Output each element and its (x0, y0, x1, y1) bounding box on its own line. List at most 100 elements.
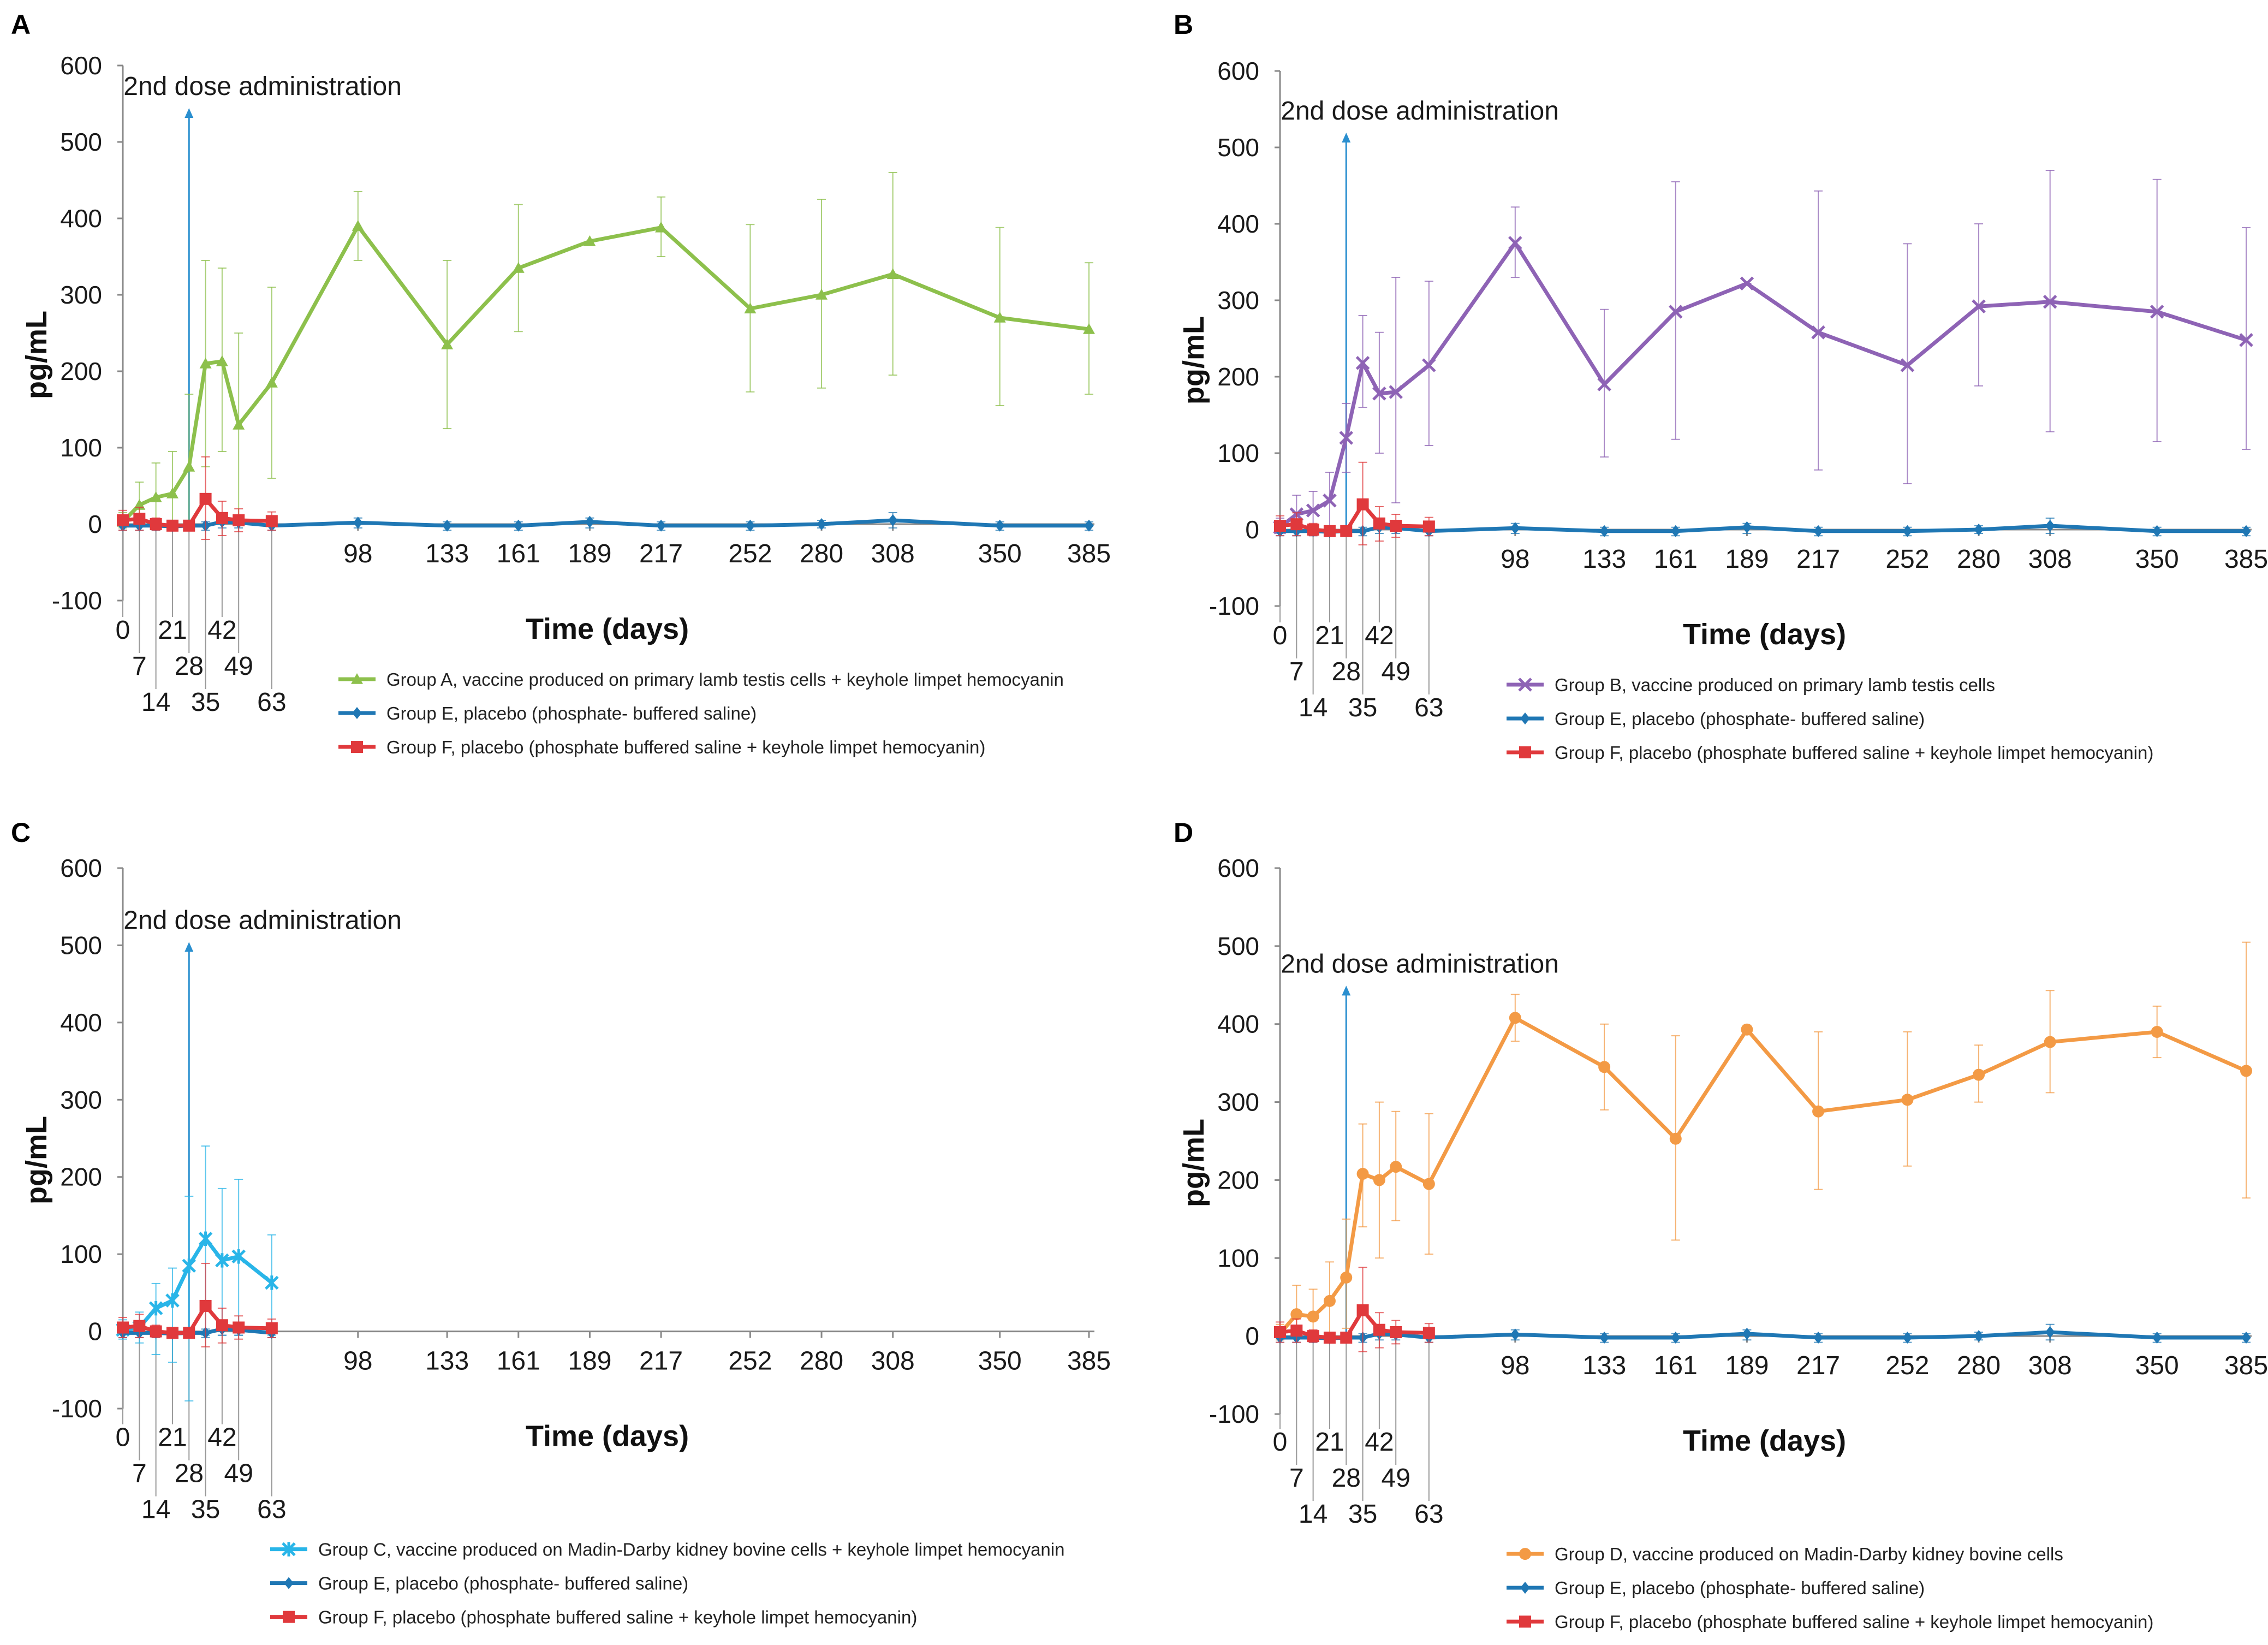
early-tick-label: 28 (1332, 1464, 1361, 1493)
early-tick-label: 21 (158, 616, 187, 645)
legend-swatch-marker (1519, 1616, 1531, 1628)
data-point (1355, 356, 1370, 370)
data-point (1972, 299, 1986, 313)
data-point (1422, 358, 1436, 372)
early-tick-label: 35 (1348, 693, 1377, 722)
legend-swatch-marker (1519, 1548, 1531, 1560)
data-point (1812, 1105, 1825, 1118)
legend-entry: Group F, placebo (phosphate buffered sal… (1555, 1612, 2153, 1632)
x-tick-label: 217 (639, 539, 683, 568)
x-tick-label: 98 (343, 1347, 372, 1376)
data-point (1973, 1068, 1985, 1081)
x-tick-label: 189 (1725, 1351, 1769, 1380)
y-tick-label: 100 (60, 1240, 102, 1268)
x-tick-label: 308 (2028, 1351, 2072, 1380)
y-tick-label: 0 (1245, 1322, 1259, 1350)
x-axis-title: Time (days) (526, 613, 689, 645)
data-point (1900, 358, 1915, 372)
dose-annotation-label: 2nd dose administration (123, 906, 402, 935)
data-point (2043, 295, 2057, 309)
data-point (165, 1293, 180, 1308)
y-tick-label: 400 (60, 1008, 102, 1037)
x-tick-label: 280 (800, 539, 843, 568)
early-tick-label: 35 (191, 1495, 220, 1524)
y-tick-label: 200 (1217, 1166, 1259, 1194)
data-point (1741, 1023, 1753, 1036)
y-axis-title: pg/mL (1177, 316, 1210, 405)
early-tick-label: 49 (224, 652, 253, 681)
data-point (1373, 517, 1385, 530)
dose-arrow-head (184, 108, 194, 118)
data-point (2044, 1036, 2056, 1048)
data-point (584, 235, 596, 246)
data-point (166, 519, 178, 532)
x-tick-label: 217 (639, 1347, 683, 1376)
data-point (1356, 498, 1369, 510)
data-point (1813, 525, 1823, 537)
y-tick-label: 600 (60, 51, 102, 80)
data-point (133, 1320, 146, 1332)
legend-swatch-marker (1520, 1582, 1530, 1594)
data-point (886, 268, 899, 279)
x-tick-label: 280 (1957, 545, 2001, 574)
data-point (117, 514, 129, 526)
data-point (199, 1299, 212, 1312)
early-tick-label: 35 (191, 688, 220, 717)
early-tick-label: 21 (1315, 1428, 1344, 1457)
legend-entry: Group D, vaccine produced on Madin-Darby… (1555, 1544, 2063, 1564)
early-tick-label: 21 (158, 1423, 187, 1452)
data-point (265, 515, 278, 527)
data-point (1390, 1161, 1402, 1173)
legend-entry: Group C, vaccine produced on Madin-Darby… (318, 1540, 1064, 1560)
x-tick-label: 98 (343, 539, 372, 568)
data-point (1306, 503, 1320, 518)
y-tick-label: 0 (1245, 515, 1259, 544)
data-point (1084, 519, 1094, 532)
data-point (1290, 518, 1303, 531)
panel-letter: D (1174, 817, 1193, 848)
y-tick-label: 600 (1217, 854, 1259, 882)
data-point (1274, 520, 1286, 532)
data-point (441, 338, 454, 349)
early-tick-label: 14 (1299, 1500, 1328, 1529)
series-2 (117, 456, 278, 540)
series-line (1278, 241, 2247, 529)
early-tick-label: 28 (175, 652, 204, 681)
y-tick-label: 0 (88, 1317, 102, 1346)
data-point (744, 302, 757, 313)
x-tick-label: 161 (497, 539, 540, 568)
early-tick-label: 49 (1382, 657, 1410, 686)
data-point (1340, 1332, 1353, 1344)
x-tick-label: 252 (1885, 1351, 1929, 1380)
x-tick-label: 385 (2224, 545, 2268, 574)
data-point (2241, 525, 2251, 537)
data-point (183, 519, 195, 532)
x-tick-label: 385 (2224, 1351, 2268, 1380)
data-point (352, 220, 364, 231)
y-tick-label: 500 (1217, 133, 1259, 162)
y-tick-label: 400 (60, 204, 102, 233)
y-tick-label: 100 (1217, 439, 1259, 467)
legend-entry: Group B, vaccine produced on primary lam… (1555, 675, 1995, 695)
data-point (2239, 333, 2253, 347)
x-tick-label: 350 (2135, 545, 2179, 574)
x-tick-label: 217 (1796, 545, 1840, 574)
early-tick-label: 63 (1414, 1500, 1443, 1529)
early-tick-label: 0 (1273, 1428, 1288, 1457)
y-axis-title: pg/mL (20, 311, 53, 399)
early-tick-label: 35 (1348, 1500, 1377, 1529)
series-0 (1274, 941, 2252, 1341)
data-point (117, 1321, 129, 1334)
data-point (353, 516, 363, 529)
legend-swatch-marker (1520, 712, 1530, 724)
legend-swatch-marker (352, 707, 362, 719)
early-tick-label: 14 (1299, 693, 1328, 722)
legend-swatch-marker (351, 741, 363, 753)
series-2 (117, 1263, 278, 1347)
y-tick-label: 0 (88, 510, 102, 538)
series-line (121, 224, 1090, 524)
early-tick-label: 49 (224, 1459, 253, 1488)
y-tick-label: 200 (60, 1163, 102, 1191)
data-point (216, 1319, 228, 1332)
